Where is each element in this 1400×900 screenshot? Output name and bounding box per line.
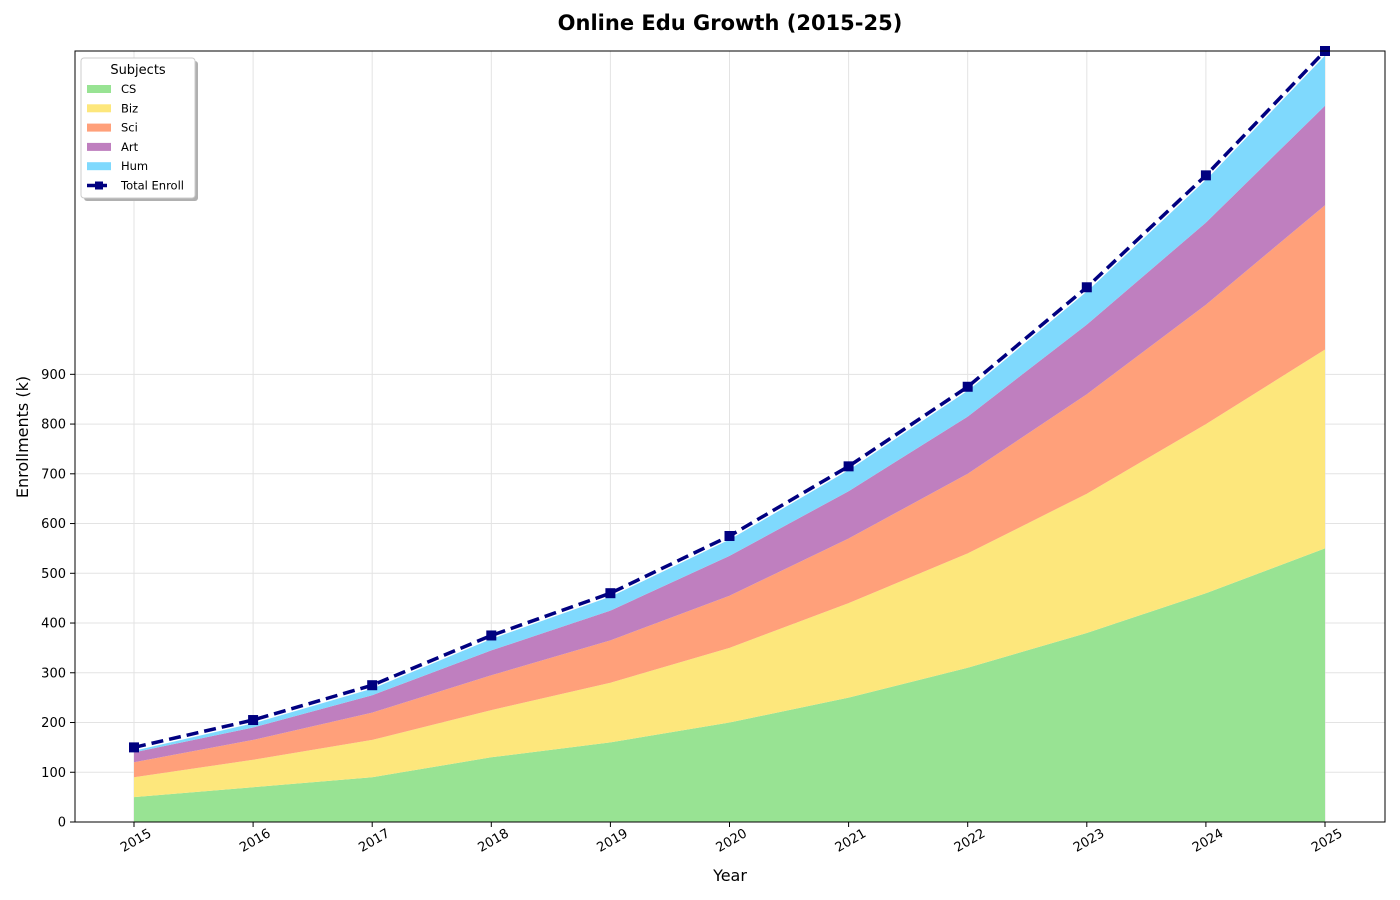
total-marker [129, 742, 139, 753]
legend-label: CS [121, 82, 136, 96]
y-tick-label: 100 [41, 766, 66, 781]
x-axis-label: Year [712, 866, 747, 885]
total-marker [962, 381, 973, 392]
total-marker [843, 461, 854, 472]
legend-label: Art [121, 140, 139, 154]
y-tick-label: 900 [41, 368, 66, 383]
legend-patch-art [87, 142, 111, 151]
x-axis-ticks: 2015 2016 2017 2018 2019 2020 2021 2022 2023 2024… [118, 822, 1345, 856]
y-tick-label: 800 [41, 418, 66, 433]
total-marker [248, 715, 259, 726]
x-tick-label: 2022 [952, 826, 988, 856]
area-biz [134, 349, 1325, 798]
legend-label: Total Enroll [120, 179, 184, 193]
x-tick-label: 2016 [237, 826, 273, 856]
total-marker [724, 530, 735, 541]
x-tick-label: 2021 [833, 826, 869, 856]
chart-title: Online Edu Growth (2015-25) [558, 11, 903, 35]
x-tick-label: 2015 [118, 826, 154, 856]
legend-patch-sci [87, 123, 111, 132]
area-cs [134, 548, 1325, 822]
total-marker [486, 630, 497, 641]
total-marker [1081, 282, 1092, 293]
x-tick-label: 2018 [475, 826, 511, 856]
x-tick-label: 2024 [1190, 826, 1226, 856]
x-tick-label: 2017 [356, 826, 392, 856]
legend: Subjects CS Biz Sci Art Hum Total Enroll [80, 57, 198, 201]
y-tick-label: 500 [41, 567, 66, 582]
total-enroll-line [129, 46, 1330, 753]
stacked-areas [134, 51, 1325, 822]
legend-label: Sci [121, 121, 138, 135]
x-tick-label: 2019 [595, 826, 631, 856]
y-tick-label: 300 [41, 666, 66, 681]
x-tick-label: 2025 [1309, 826, 1345, 856]
total-marker [1200, 170, 1211, 181]
x-tick-label: 2020 [714, 826, 750, 856]
legend-patch-hum [87, 162, 111, 171]
total-marker [367, 680, 378, 691]
y-tick-label: 600 [41, 517, 66, 532]
y-tick-label: 0 [58, 816, 66, 831]
legend-marker-total [95, 181, 103, 190]
y-axis-label: Enrollments (k) [13, 376, 32, 498]
legend-label: Hum [121, 159, 148, 173]
legend-patch-biz [87, 104, 111, 113]
y-tick-label: 700 [41, 467, 66, 482]
legend-label: Biz [121, 101, 138, 115]
legend-patch-cs [87, 85, 111, 93]
y-tick-label: 200 [41, 716, 66, 731]
total-marker [605, 588, 616, 599]
legend-title: Subjects [110, 63, 166, 78]
y-tick-label: 400 [41, 617, 66, 632]
area-sci [134, 205, 1325, 778]
y-axis-ticks: 0 100 200 300 400 500 600 700 800 900 [41, 368, 75, 831]
x-tick-label: 2023 [1071, 826, 1107, 856]
